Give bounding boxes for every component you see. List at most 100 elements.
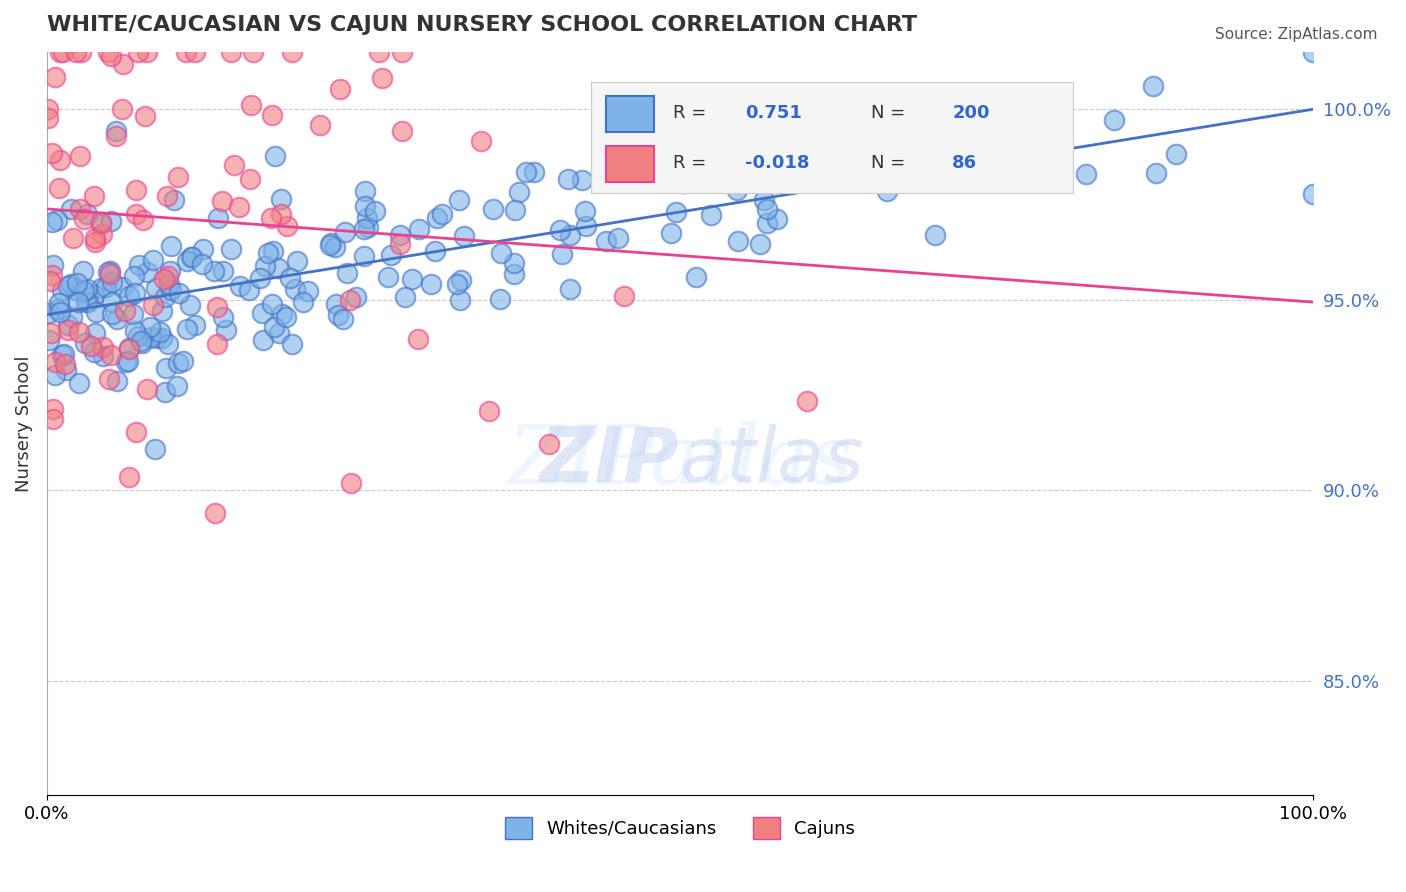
Point: [122, 269, 145, 284]
Point: [263, 320, 285, 334]
Point: [167, 356, 190, 370]
Point: [163, 193, 186, 207]
Point: [388, 236, 411, 251]
Point: [124, 286, 146, 301]
Point: [855, 131, 877, 145]
Point: [242, 45, 264, 59]
Point: [367, 45, 389, 59]
Point: [139, 320, 162, 334]
Point: [157, 277, 180, 291]
Point: [380, 248, 402, 262]
Point: [128, 258, 150, 272]
Point: [150, 331, 173, 345]
Point: [56, 318, 79, 333]
Point: [127, 329, 149, 343]
Point: [910, 168, 932, 182]
Point: [124, 206, 146, 220]
Point: [420, 277, 443, 291]
Point: [114, 304, 136, 318]
Point: [391, 123, 413, 137]
Point: [538, 436, 561, 450]
Point: [38, 333, 60, 347]
Point: [613, 289, 636, 303]
Point: [558, 228, 581, 243]
Point: [52, 45, 75, 59]
Point: [41, 215, 63, 229]
Point: [49, 305, 72, 319]
Point: [69, 149, 91, 163]
Point: [276, 219, 298, 233]
Point: [489, 245, 512, 260]
Point: [149, 325, 172, 339]
Point: [292, 295, 315, 310]
Point: [228, 200, 250, 214]
Point: [56, 323, 79, 337]
Point: [46, 213, 69, 227]
Point: [742, 128, 765, 143]
Point: [142, 298, 165, 312]
Point: [44, 355, 66, 369]
Text: Source: ZipAtlas.com: Source: ZipAtlas.com: [1215, 27, 1378, 42]
Point: [238, 172, 260, 186]
Point: [425, 244, 447, 259]
Y-axis label: Nursery School: Nursery School: [15, 355, 32, 491]
Point: [260, 211, 283, 226]
Point: [118, 343, 141, 357]
Point: [252, 333, 274, 347]
Point: [790, 128, 813, 143]
Point: [115, 355, 138, 369]
Point: [278, 270, 301, 285]
Point: [1142, 78, 1164, 93]
Point: [111, 103, 134, 117]
Point: [269, 326, 291, 340]
Point: [100, 48, 122, 62]
Point: [281, 45, 304, 59]
Point: [329, 82, 352, 96]
Point: [86, 304, 108, 318]
Point: [181, 250, 204, 264]
Point: [134, 109, 156, 123]
Point: [297, 284, 319, 298]
Point: [333, 225, 356, 239]
Point: [100, 348, 122, 362]
Point: [124, 324, 146, 338]
Point: [353, 185, 375, 199]
Point: [575, 219, 598, 234]
Point: [988, 144, 1011, 158]
Point: [406, 332, 429, 346]
Point: [228, 279, 250, 293]
Point: [48, 45, 70, 59]
Point: [100, 263, 122, 277]
Point: [253, 260, 276, 274]
Point: [388, 228, 411, 243]
Point: [76, 282, 98, 296]
Point: [174, 45, 197, 59]
Point: [239, 98, 262, 112]
Point: [160, 283, 183, 297]
Point: [145, 281, 167, 295]
Point: [91, 340, 114, 354]
Point: [98, 267, 121, 281]
Point: [157, 336, 180, 351]
Point: [90, 227, 112, 242]
Point: [100, 214, 122, 228]
Point: [42, 258, 65, 272]
Point: [66, 295, 89, 310]
Point: [37, 112, 59, 126]
Point: [257, 246, 280, 260]
Point: [502, 256, 524, 270]
Point: [90, 281, 112, 295]
Point: [97, 45, 120, 59]
Point: [90, 215, 112, 229]
Point: [105, 374, 128, 388]
Point: [72, 264, 94, 278]
Point: [548, 223, 571, 237]
Point: [127, 45, 149, 59]
Point: [332, 311, 354, 326]
Point: [503, 202, 526, 217]
Point: [84, 326, 107, 340]
Point: [121, 308, 143, 322]
Point: [449, 193, 471, 207]
Point: [65, 283, 87, 297]
Point: [41, 326, 63, 341]
